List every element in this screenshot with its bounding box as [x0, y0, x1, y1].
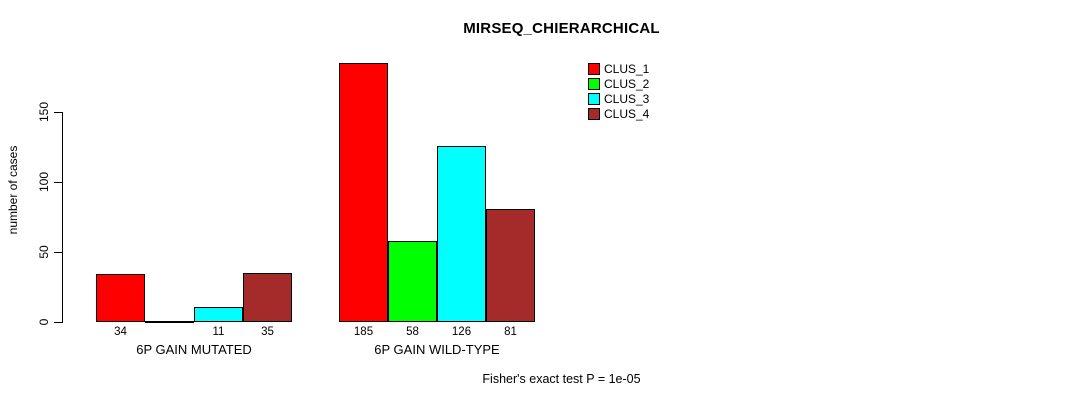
bar-value-label: 58 [406, 326, 419, 338]
legend-label: CLUS_1 [604, 62, 650, 77]
bar-clus_1-mutated [96, 274, 145, 322]
legend-swatch-icon [588, 92, 600, 105]
x-group-label: 6P GAIN WILD-TYPE [374, 342, 500, 357]
bar-clus_2-wild-type [388, 240, 437, 322]
legend-item-clus_1: CLUS_1 [588, 62, 649, 77]
y-axis-tick [54, 182, 62, 184]
legend-label: CLUS_3 [604, 91, 650, 106]
y-axis-tick-label: 100 [37, 171, 51, 193]
bar-clus_4-mutated [243, 273, 292, 322]
annotation-fisher-test: Fisher's exact test P = 1e-05 [482, 372, 641, 386]
bar-value-label: 34 [114, 326, 127, 338]
bar-clus_2-zero [145, 321, 194, 323]
bar-clus_4-wild-type [486, 208, 535, 322]
bar-clus_3-wild-type [437, 145, 486, 322]
legend-swatch-icon [588, 78, 600, 91]
bar-clus_1-wild-type [339, 63, 388, 322]
legend-item-clus_4: CLUS_4 [588, 106, 649, 121]
chart-title: MIRSEQ_CHIERARCHICAL [463, 20, 660, 37]
bar-value-label: 81 [504, 326, 517, 338]
legend-label: CLUS_4 [604, 106, 650, 121]
x-group-label: 6P GAIN MUTATED [136, 342, 252, 357]
y-axis-line [62, 112, 64, 323]
bar-value-label: 126 [451, 326, 472, 338]
legend-item-clus_3: CLUS_3 [588, 92, 649, 107]
bar-value-label: 185 [353, 326, 374, 338]
y-axis-tick-label: 0 [37, 318, 51, 326]
legend-swatch-icon [588, 107, 600, 120]
legend-item-clus_2: CLUS_2 [588, 77, 649, 92]
legend: CLUS_1 CLUS_2 CLUS_3 CLUS_4 [588, 62, 649, 121]
y-axis-tick-label: 50 [37, 245, 51, 259]
y-axis-tick [54, 252, 62, 254]
bar-value-label: 11 [212, 326, 225, 338]
legend-swatch-icon [588, 63, 600, 76]
y-axis-tick [54, 112, 62, 114]
legend-label: CLUS_2 [604, 77, 650, 92]
bar-value-label: 35 [261, 326, 274, 338]
y-axis-tick-label: 150 [37, 101, 51, 123]
bar-clus_3-mutated [194, 306, 243, 322]
y-axis-label: number of cases [6, 145, 20, 235]
y-axis-tick [54, 322, 62, 324]
